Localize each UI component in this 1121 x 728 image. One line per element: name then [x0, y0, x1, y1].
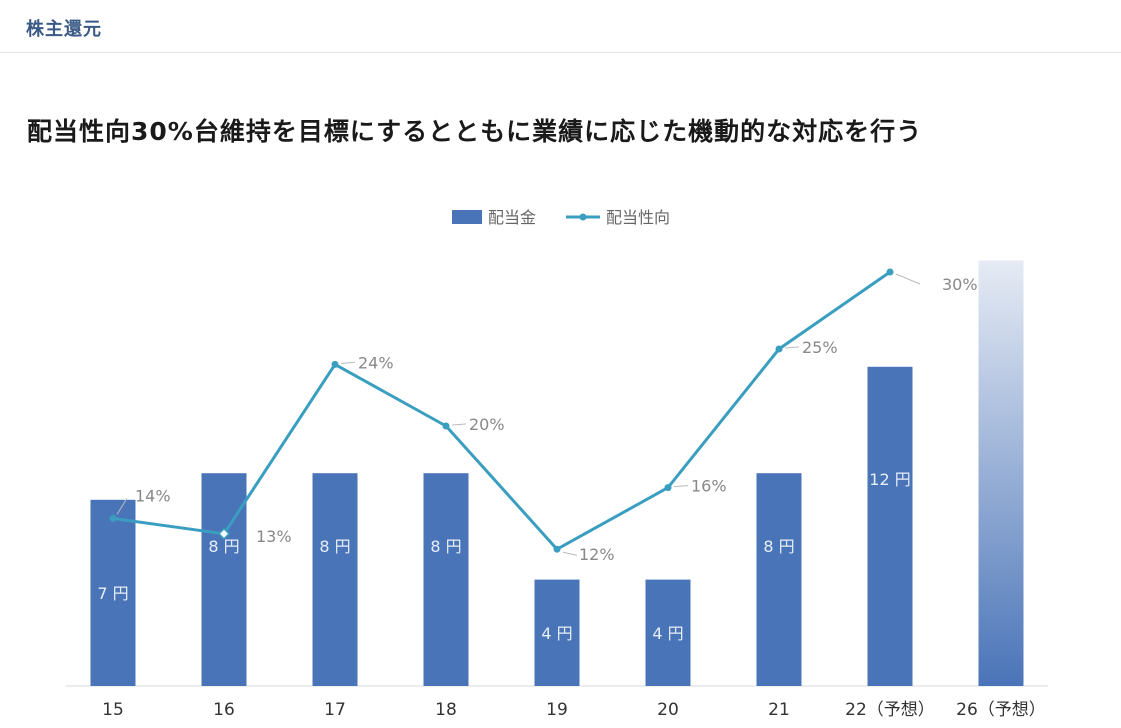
bar-value-label: 8 円 — [430, 537, 461, 556]
bar-value-label: 7 円 — [97, 584, 128, 603]
payout-ratio-label: 16% — [691, 477, 727, 496]
label-leader-line — [340, 361, 356, 364]
bar-value-label: 8 円 — [763, 537, 794, 556]
payout-ratio-point — [109, 514, 117, 522]
chart-legend: 配当金 配当性向 — [452, 208, 670, 227]
legend-bar-swatch — [452, 210, 482, 224]
label-leader-line — [562, 551, 578, 556]
x-tick-label: 20 — [657, 700, 679, 720]
dividend-bar — [867, 366, 913, 686]
payout-ratio-label: 12% — [579, 545, 615, 564]
payout-ratio-point — [217, 527, 231, 540]
dividend-bar — [201, 473, 247, 686]
payout-ratio-label: 13% — [256, 527, 292, 546]
payout-ratio-label: 24% — [358, 353, 394, 372]
section-header: 株主還元 — [0, 0, 1121, 53]
legend-line-label: 配当性向 — [606, 208, 670, 227]
dividend-bar — [645, 579, 691, 686]
bar-value-label: 12 円 — [869, 470, 910, 489]
x-tick-label: 17 — [324, 700, 346, 720]
label-leader-line — [451, 423, 467, 426]
payout-ratio-point — [331, 360, 339, 368]
x-tick-label: 19 — [546, 700, 568, 720]
x-tick-label: 21 — [768, 700, 790, 720]
dividend-bar — [90, 499, 136, 686]
bar-value-label: 8 円 — [208, 537, 239, 556]
x-tick-label: 15 — [102, 700, 124, 720]
dividend-bar — [423, 473, 469, 686]
payout-ratio-point — [442, 422, 450, 430]
payout-ratio-label: 25% — [802, 338, 838, 357]
payout-ratio-label: 30% — [942, 275, 978, 294]
dividend-bar — [534, 579, 580, 686]
dividend-bar — [312, 473, 358, 686]
page-headline: 配当性向30%台維持を目標にするとともに業績に応じた機動的な対応を行う — [27, 117, 923, 146]
payout-ratio-line — [112, 270, 891, 551]
dividend-chart: 配当金 配当性向 7 円 8 円 8 円 8 円 4 円 4 円 8 円 12 円 14% 13… — [66, 208, 1048, 720]
payout-ratio-label: 20% — [469, 415, 505, 434]
payout-ratio-point — [664, 484, 672, 492]
x-tick-label: 22（予想） — [845, 700, 935, 720]
bar-value-label: 8 円 — [319, 537, 350, 556]
dividend-bar — [756, 473, 802, 686]
bar-value-label: 4 円 — [652, 624, 683, 643]
forecast-bar — [978, 260, 1024, 686]
label-leader-line — [673, 485, 689, 488]
label-leader-line — [784, 346, 800, 349]
x-tick-label: 18 — [435, 700, 457, 720]
x-tick-label: 26（予想） — [956, 700, 1046, 720]
payout-ratio-label: 14% — [135, 486, 171, 505]
label-leader-line — [116, 498, 128, 515]
legend-line-marker — [579, 213, 587, 221]
payout-ratio-point — [775, 345, 783, 353]
payout-ratio-point — [553, 545, 561, 553]
payout-ratio-point — [886, 268, 894, 276]
section-title: 株主還元 — [26, 19, 102, 40]
legend-bar-label: 配当金 — [488, 208, 536, 227]
x-tick-label: 16 — [213, 700, 235, 720]
bar-value-label: 4 円 — [541, 624, 572, 643]
label-leader-line — [895, 273, 921, 285]
